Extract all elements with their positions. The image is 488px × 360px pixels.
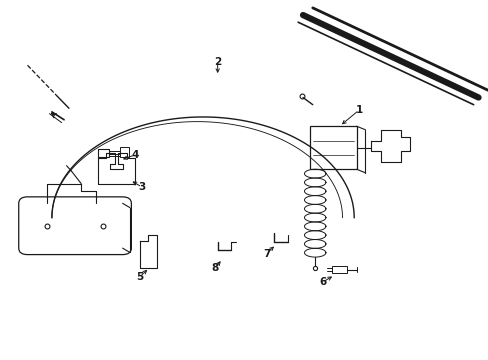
Text: 3: 3 <box>138 182 145 192</box>
Text: 8: 8 <box>211 263 219 273</box>
Bar <box>98 149 109 157</box>
Text: 7: 7 <box>262 248 269 258</box>
Text: 5: 5 <box>136 272 143 282</box>
Text: 2: 2 <box>214 57 221 67</box>
Text: 4: 4 <box>131 150 138 160</box>
Bar <box>331 266 346 273</box>
Text: 6: 6 <box>318 277 325 287</box>
Text: 1: 1 <box>355 105 362 115</box>
Bar <box>310 126 356 169</box>
Bar <box>120 147 129 157</box>
